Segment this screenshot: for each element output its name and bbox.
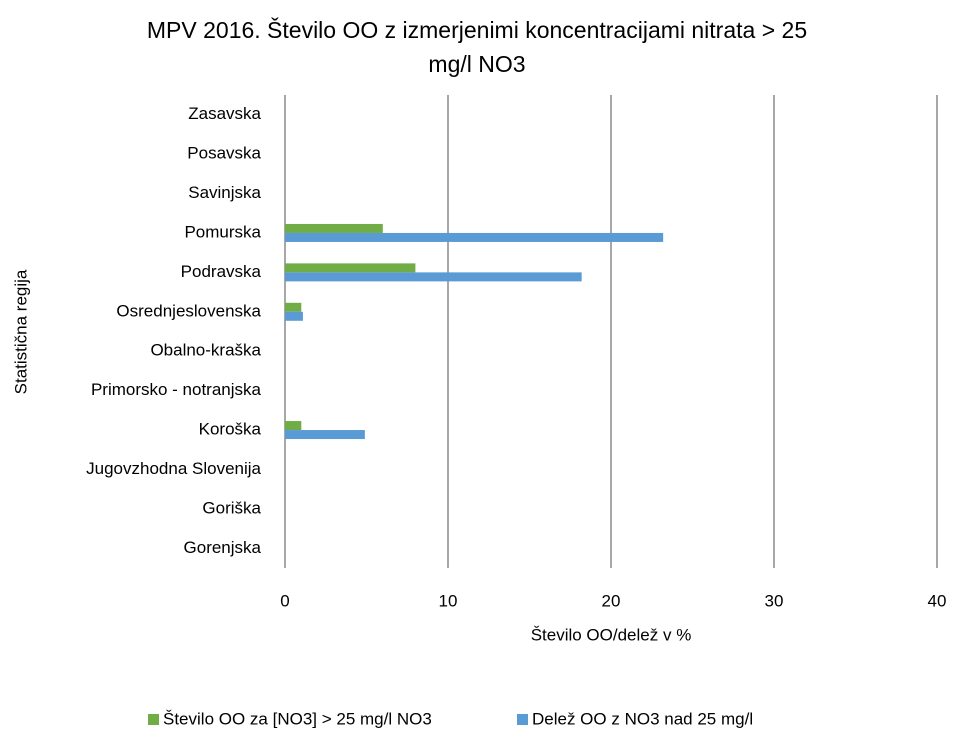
x-tick-label: 40 xyxy=(928,591,947,610)
bar xyxy=(285,421,302,431)
x-tick-label: 20 xyxy=(602,591,621,610)
y-tick-label: Posavska xyxy=(187,144,261,163)
y-tick-label: Osrednjeslovenska xyxy=(116,301,261,320)
bar xyxy=(285,311,303,321)
y-tick-label: Gorenjska xyxy=(184,538,262,557)
y-tick-label: Pomurska xyxy=(184,222,261,241)
x-tick-label: 30 xyxy=(765,591,784,610)
y-tick-label: Jugovzhodna Slovenija xyxy=(86,459,261,478)
y-tick-label: Savinjska xyxy=(188,183,261,202)
legend-swatch xyxy=(517,714,528,725)
legend-swatch xyxy=(148,714,159,725)
x-tick-label: 10 xyxy=(439,591,458,610)
y-tick-label: Primorsko - notranjska xyxy=(91,380,262,399)
y-tick-label: Obalno-kraška xyxy=(150,341,261,360)
chart-subtitle: mg/l NO3 xyxy=(428,51,525,77)
bar xyxy=(285,263,416,273)
bar xyxy=(285,232,664,242)
x-axis-title: Število OO/delež v % xyxy=(531,625,692,644)
chart-title: MPV 2016. Število OO z izmerjenimi konce… xyxy=(147,16,807,43)
bar xyxy=(285,302,302,312)
legend-label: Delež OO z NO3 nad 25 mg/l xyxy=(532,709,753,728)
bar xyxy=(285,223,383,233)
x-tick-label: 0 xyxy=(280,591,289,610)
y-tick-label: Zasavska xyxy=(188,104,261,123)
bar xyxy=(285,272,582,282)
y-axis-title: Statistična regija xyxy=(11,269,30,394)
bar xyxy=(285,430,365,440)
y-tick-label: Goriška xyxy=(202,498,261,517)
y-tick-label: Podravska xyxy=(181,262,262,281)
y-tick-label: Koroška xyxy=(199,420,262,439)
legend-label: Število OO za [NO3] > 25 mg/l NO3 xyxy=(163,709,432,728)
